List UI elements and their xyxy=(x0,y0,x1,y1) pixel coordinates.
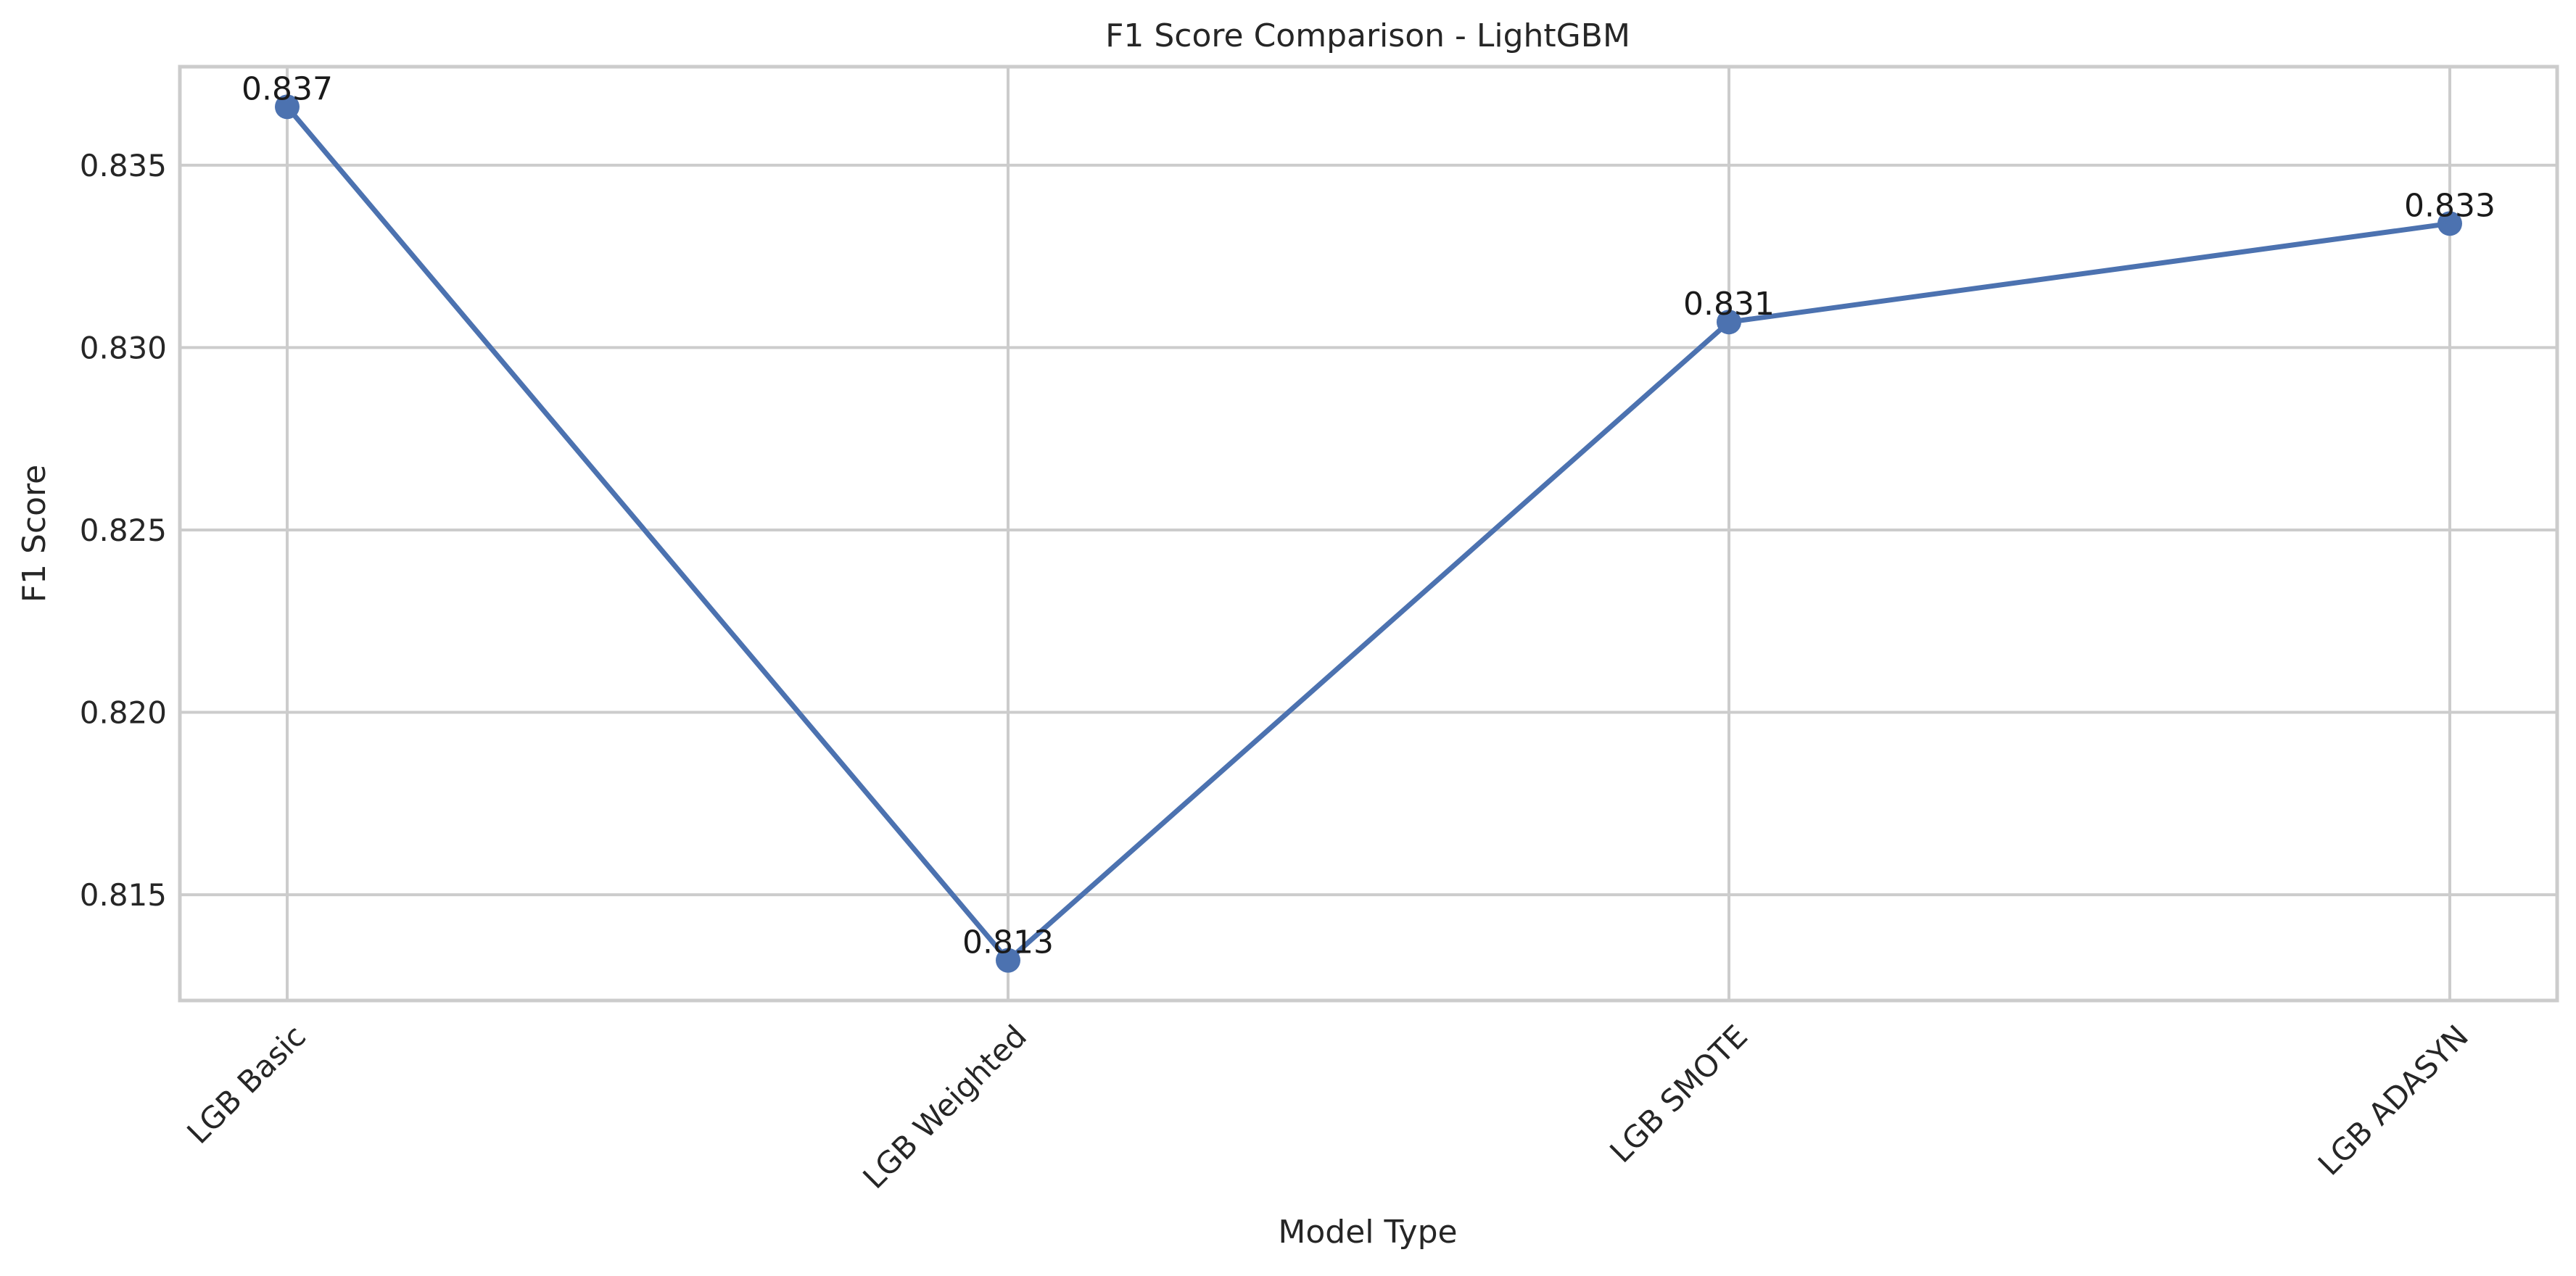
y-tick-label: 0.830 xyxy=(80,330,167,365)
data-label: 0.813 xyxy=(962,924,1054,961)
y-axis-ticks: 0.815 0.820 0.825 0.830 0.835 xyxy=(80,148,167,913)
chart-title: F1 Score Comparison - LightGBM xyxy=(1105,17,1630,54)
x-axis-label: Model Type xyxy=(1278,1214,1457,1251)
data-label: 0.837 xyxy=(242,70,333,107)
data-labels: 0.837 0.813 0.831 0.833 xyxy=(242,70,2496,961)
series-line xyxy=(284,104,2453,964)
data-point xyxy=(2437,211,2462,236)
data-point xyxy=(275,94,300,120)
plot-frame xyxy=(178,65,2559,1003)
data-point xyxy=(996,948,1020,973)
grid xyxy=(180,67,2557,1000)
data-point xyxy=(1717,310,1741,335)
data-label: 0.831 xyxy=(1683,286,1775,323)
series-group xyxy=(275,94,2462,973)
x-axis-ticks: LGB Basic LGB Weighted LGB SMOTE LGB ADASYN xyxy=(180,1018,2475,1196)
x-tick-label: LGB SMOTE xyxy=(1603,1018,1754,1169)
y-tick-label: 0.825 xyxy=(80,513,167,548)
y-tick-label: 0.835 xyxy=(80,148,167,183)
x-tick-label: LGB Weighted xyxy=(856,1018,1033,1196)
y-tick-label: 0.820 xyxy=(80,695,167,731)
data-label: 0.833 xyxy=(2404,187,2496,224)
y-tick-label: 0.815 xyxy=(80,877,167,913)
y-axis-label: F1 Score xyxy=(16,465,53,603)
x-tick-label: LGB Basic xyxy=(180,1018,313,1151)
x-tick-label: LGB ADASYN xyxy=(2311,1018,2475,1182)
